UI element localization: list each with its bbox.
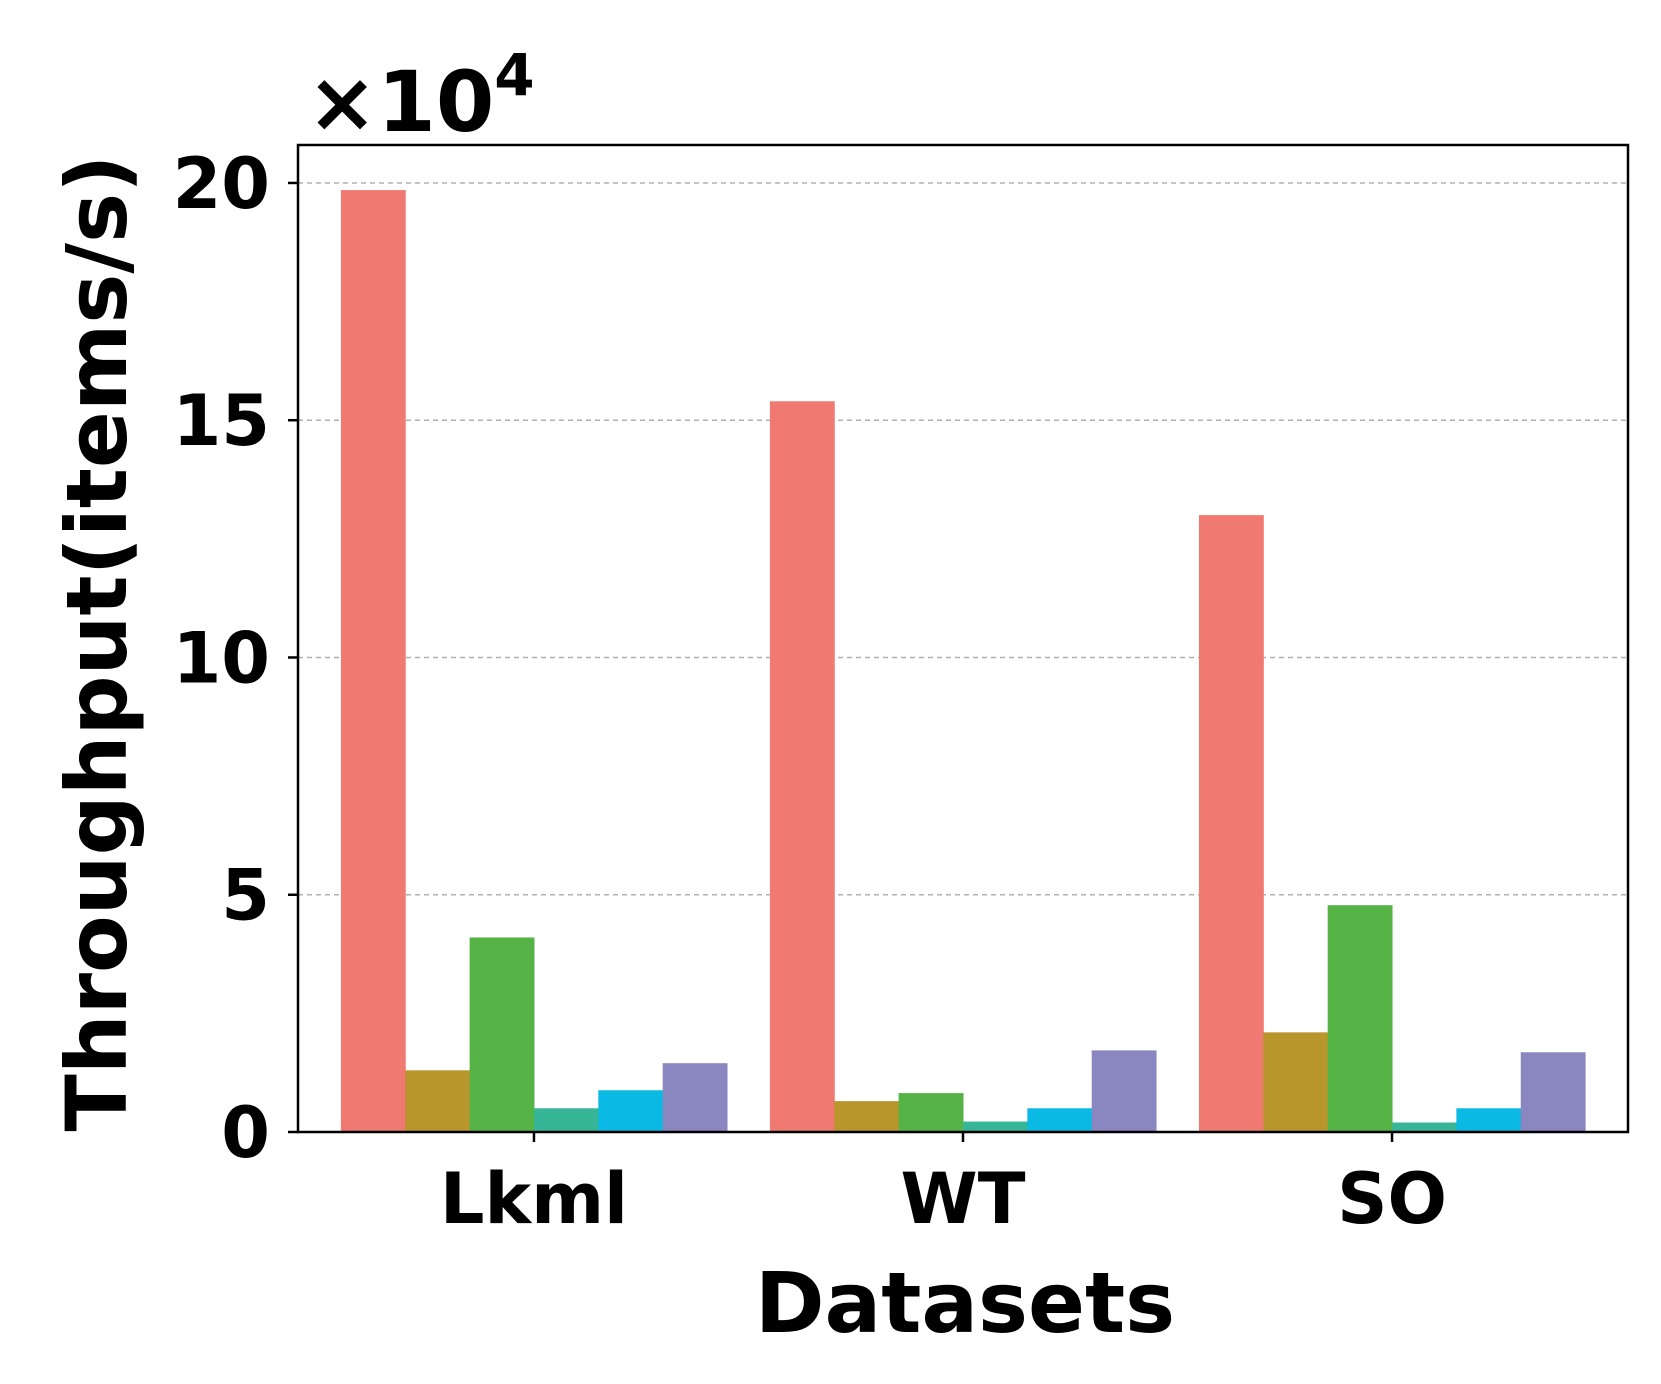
bar bbox=[1520, 1052, 1586, 1132]
x-tick-label: SO bbox=[1337, 1158, 1447, 1240]
bar bbox=[769, 401, 835, 1133]
y-axis-ticks: 0 5 10 15 20 bbox=[173, 143, 298, 1174]
bar bbox=[1091, 1050, 1157, 1132]
bars bbox=[340, 190, 1586, 1133]
bar bbox=[469, 937, 535, 1132]
grid-lines bbox=[298, 182, 1628, 896]
x-axis-label: Datasets bbox=[755, 1254, 1175, 1352]
bar bbox=[1027, 1108, 1093, 1132]
bar bbox=[1392, 1122, 1457, 1132]
bar bbox=[1327, 905, 1393, 1132]
bar bbox=[598, 1090, 664, 1132]
bar bbox=[662, 1063, 728, 1132]
bar bbox=[834, 1101, 900, 1132]
y-axis-label: Throughput(items/s) bbox=[48, 155, 146, 1132]
x-tick-label: WT bbox=[901, 1158, 1026, 1240]
y-tick-label: 10 bbox=[173, 617, 270, 699]
y-multiplier-exponent: 4 bbox=[494, 41, 534, 109]
y-tick-label: 15 bbox=[173, 380, 270, 462]
bar bbox=[533, 1108, 599, 1132]
bar bbox=[1456, 1108, 1522, 1132]
y-tick-label: 20 bbox=[173, 143, 270, 225]
bar bbox=[1198, 515, 1264, 1132]
bar bbox=[405, 1070, 471, 1132]
bar bbox=[963, 1121, 1028, 1132]
bar bbox=[898, 1093, 964, 1132]
y-multiplier-base: ×10 bbox=[307, 53, 494, 151]
y-tick-label: 5 bbox=[221, 855, 270, 937]
bar bbox=[340, 190, 406, 1132]
y-tick-label: 0 bbox=[221, 1092, 270, 1174]
x-axis-ticks: Lkml WT SO bbox=[440, 1132, 1447, 1240]
bar bbox=[1263, 1032, 1329, 1132]
x-tick-label: Lkml bbox=[440, 1158, 628, 1240]
y-multiplier: ×104 bbox=[307, 41, 535, 151]
